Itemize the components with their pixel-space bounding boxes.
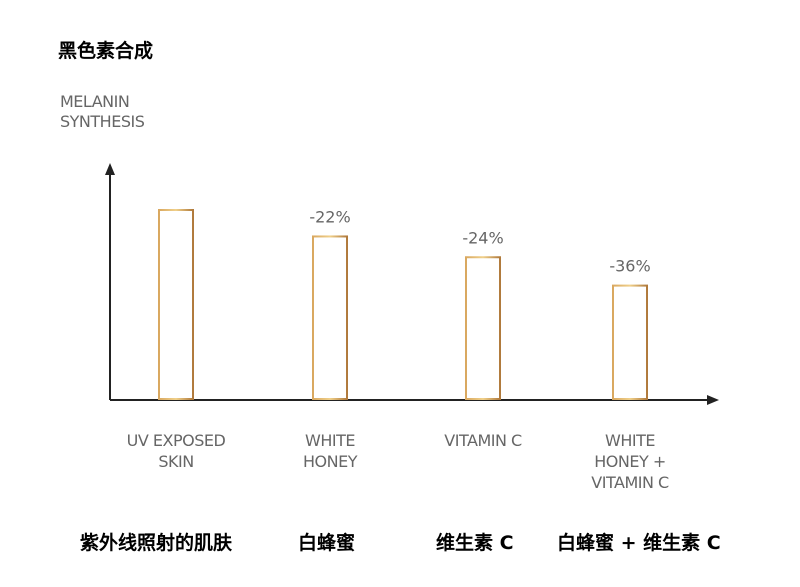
y-axis-arrow [105,163,115,175]
x-tick-label: WHITE HONEY + VITAMIN C [591,431,669,492]
y-axis-label: MELANIN SYNTHESIS [60,92,145,132]
x-tick-label-cn: 白蜂蜜 [298,532,356,554]
data-label: -22% [309,207,350,226]
x-axis-arrow [707,395,719,405]
bar [612,284,648,401]
x-tick-label: UV EXPOSED SKIN [126,431,226,471]
data-label: -24% [462,228,503,247]
chart-title: 黑色素合成 [58,40,154,62]
x-tick-label-cn: 维生素 C [436,532,514,554]
x-tick-label: VITAMIN C [444,431,522,450]
x-tick-label: WHITE HONEY [303,431,357,471]
bar [158,209,194,400]
x-tick-label-cn: 白蜂蜜 + 维生素 C [557,532,721,554]
data-label: -36% [609,257,650,276]
bar [312,235,348,400]
y-axis-label-text: MELANIN SYNTHESIS [60,92,145,131]
x-tick-label-cn: 紫外线照射的肌肤 [80,532,233,554]
bar [465,256,501,400]
